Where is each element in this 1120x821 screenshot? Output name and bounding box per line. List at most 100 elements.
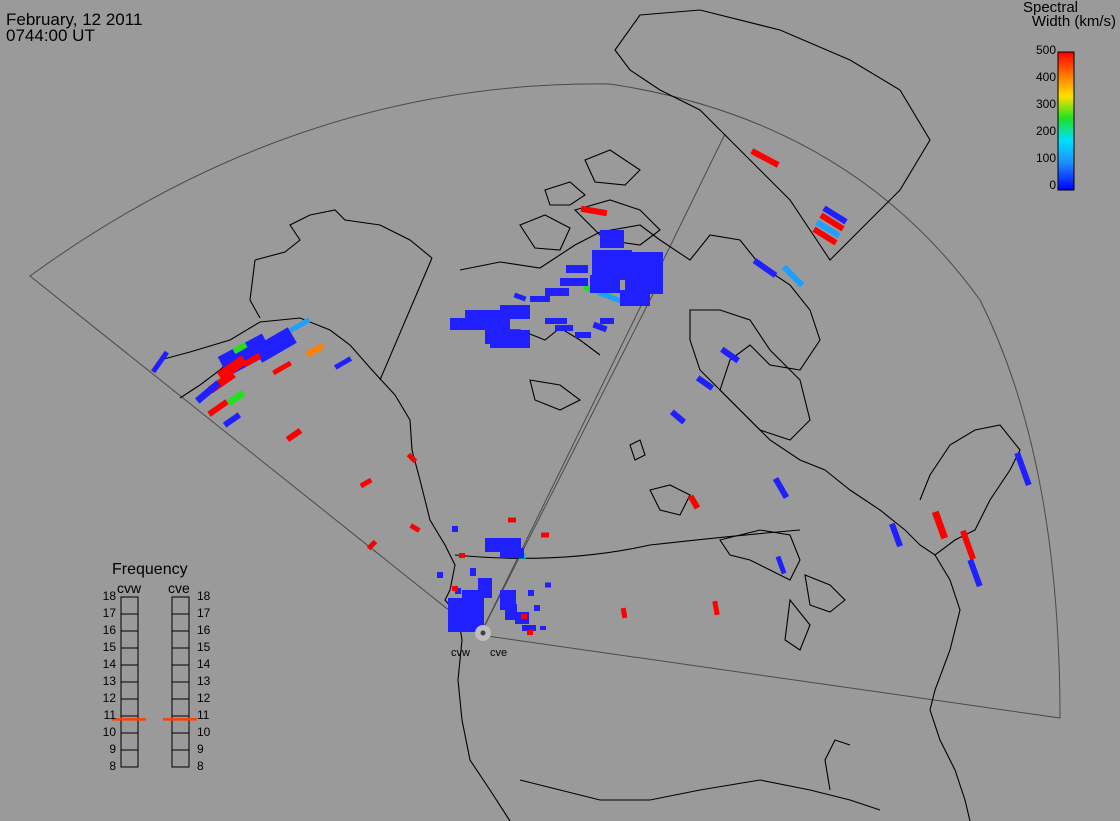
- scatter-cell: [781, 264, 805, 288]
- scatter-cell: [253, 327, 297, 363]
- scatter-cell: [521, 614, 527, 619]
- scatter-cell: [819, 212, 845, 232]
- scatter-cell: [289, 317, 311, 333]
- scatter-patch: [590, 275, 620, 293]
- scatter-patch: [448, 598, 484, 632]
- scatter-cell: [366, 539, 378, 551]
- frequency-cell: [171, 664, 190, 683]
- scatter-cell: [695, 375, 715, 391]
- frequency-tick-left: 11: [103, 708, 116, 722]
- scatter-cell: [669, 409, 687, 425]
- coastlines: [159, 9, 1021, 821]
- scatter-patch: [534, 605, 540, 611]
- colorbar-tick: 0: [1049, 178, 1056, 192]
- scatter-cell: [750, 148, 780, 168]
- scatter-patch: [555, 325, 573, 331]
- scatter-cell: [687, 494, 701, 510]
- frequency-cell: [120, 647, 139, 666]
- scatter-cell: [752, 258, 778, 278]
- frequency-tick-right: 14: [197, 657, 211, 671]
- frequency-tick-right: 12: [197, 691, 211, 705]
- scatter-patch: [545, 318, 567, 324]
- scatter-cell: [580, 205, 608, 217]
- radar-scatter-layer: [151, 148, 1032, 635]
- scatter-cell: [272, 360, 292, 376]
- frequency-tick-left: 13: [102, 674, 116, 688]
- frequency-cell: [171, 613, 190, 632]
- scatter-patch: [452, 526, 458, 532]
- frequency-cell: [120, 681, 139, 700]
- frequency-tick-right: 17: [197, 606, 211, 620]
- scatter-cell: [285, 427, 303, 443]
- frequency-radar-cve: cve: [168, 580, 190, 596]
- frequency-radar-cvw: cvw: [117, 580, 142, 596]
- scatter-cell: [305, 342, 325, 358]
- scatter-patch: [490, 340, 530, 348]
- time-label: 0744:00 UT: [6, 26, 95, 45]
- frequency-tick-left: 9: [109, 742, 116, 756]
- frequency-tick-left: 16: [102, 623, 116, 637]
- colorbar-title-line1: Spectral: [1022, 0, 1078, 16]
- frequency-cell: [120, 732, 139, 751]
- scatter-cell: [620, 607, 628, 619]
- frequency-cell: [120, 630, 139, 649]
- radar-site-center: [480, 630, 486, 636]
- frequency-tick-right: 13: [197, 674, 211, 688]
- scatter-cell: [409, 523, 421, 533]
- scatter-cell: [452, 586, 458, 591]
- scatter-cell: [720, 346, 740, 364]
- scatter-cell: [226, 389, 246, 407]
- scatter-cell: [242, 352, 262, 368]
- spectral-width-colorbar: [1057, 51, 1075, 191]
- frequency-panel-boxes: [112, 596, 197, 768]
- scatter-cell: [712, 600, 720, 616]
- scatter-cell: [216, 355, 248, 381]
- frequency-cell: [120, 749, 139, 768]
- scatter-patch: [530, 296, 550, 302]
- radar-sites: [475, 625, 491, 641]
- scatter-cell: [889, 522, 903, 548]
- frequency-tick-right: 9: [197, 742, 204, 756]
- scatter-patch: [450, 318, 510, 330]
- frequency-cell: [171, 749, 190, 768]
- radar-fov-outline: [29, 83, 1061, 719]
- scatter-cell: [232, 341, 248, 355]
- scatter-cell: [545, 582, 551, 588]
- frequency-cell: [120, 664, 139, 683]
- colorbar-tick: 500: [1035, 43, 1056, 57]
- site-label-cve: cve: [490, 647, 508, 659]
- colorbar-tick: 100: [1035, 151, 1056, 165]
- scatter-cell: [459, 553, 465, 558]
- frequency-tick-right: 8: [197, 759, 204, 773]
- frequency-tick-right: 10: [197, 725, 211, 739]
- scatter-cell: [597, 290, 623, 304]
- colorbar-tick: 400: [1035, 70, 1056, 84]
- frequency-tick-right: 11: [197, 708, 210, 722]
- frequency-tick-right: 15: [197, 640, 211, 654]
- frequency-cell: [171, 698, 190, 717]
- scatter-cell: [195, 380, 221, 404]
- scatter-cell: [207, 399, 229, 417]
- scatter-patch: [566, 265, 588, 273]
- scatter-cell: [508, 517, 516, 523]
- scatter-cell: [359, 477, 373, 489]
- colorbar-title-line2: Width (km/s): [1031, 13, 1116, 30]
- scatter-cell: [775, 555, 787, 575]
- scatter-patch: [470, 568, 476, 576]
- scatter-cell: [333, 356, 353, 370]
- scatter-cell: [772, 476, 790, 500]
- scatter-patch: [600, 230, 624, 248]
- frequency-tick-left: 15: [102, 640, 116, 654]
- scatter-cell: [592, 321, 608, 333]
- scatter-cell: [541, 532, 549, 538]
- scatter-patch: [625, 252, 663, 294]
- scatter-patch: [540, 626, 546, 630]
- colorbar-tick: 300: [1035, 97, 1056, 111]
- frequency-tick-left: 18: [102, 589, 116, 603]
- frequency-tick-left: 8: [109, 759, 116, 773]
- frequency-cell: [120, 698, 139, 717]
- frequency-tick-right: 16: [197, 623, 211, 637]
- scatter-patch: [528, 590, 534, 596]
